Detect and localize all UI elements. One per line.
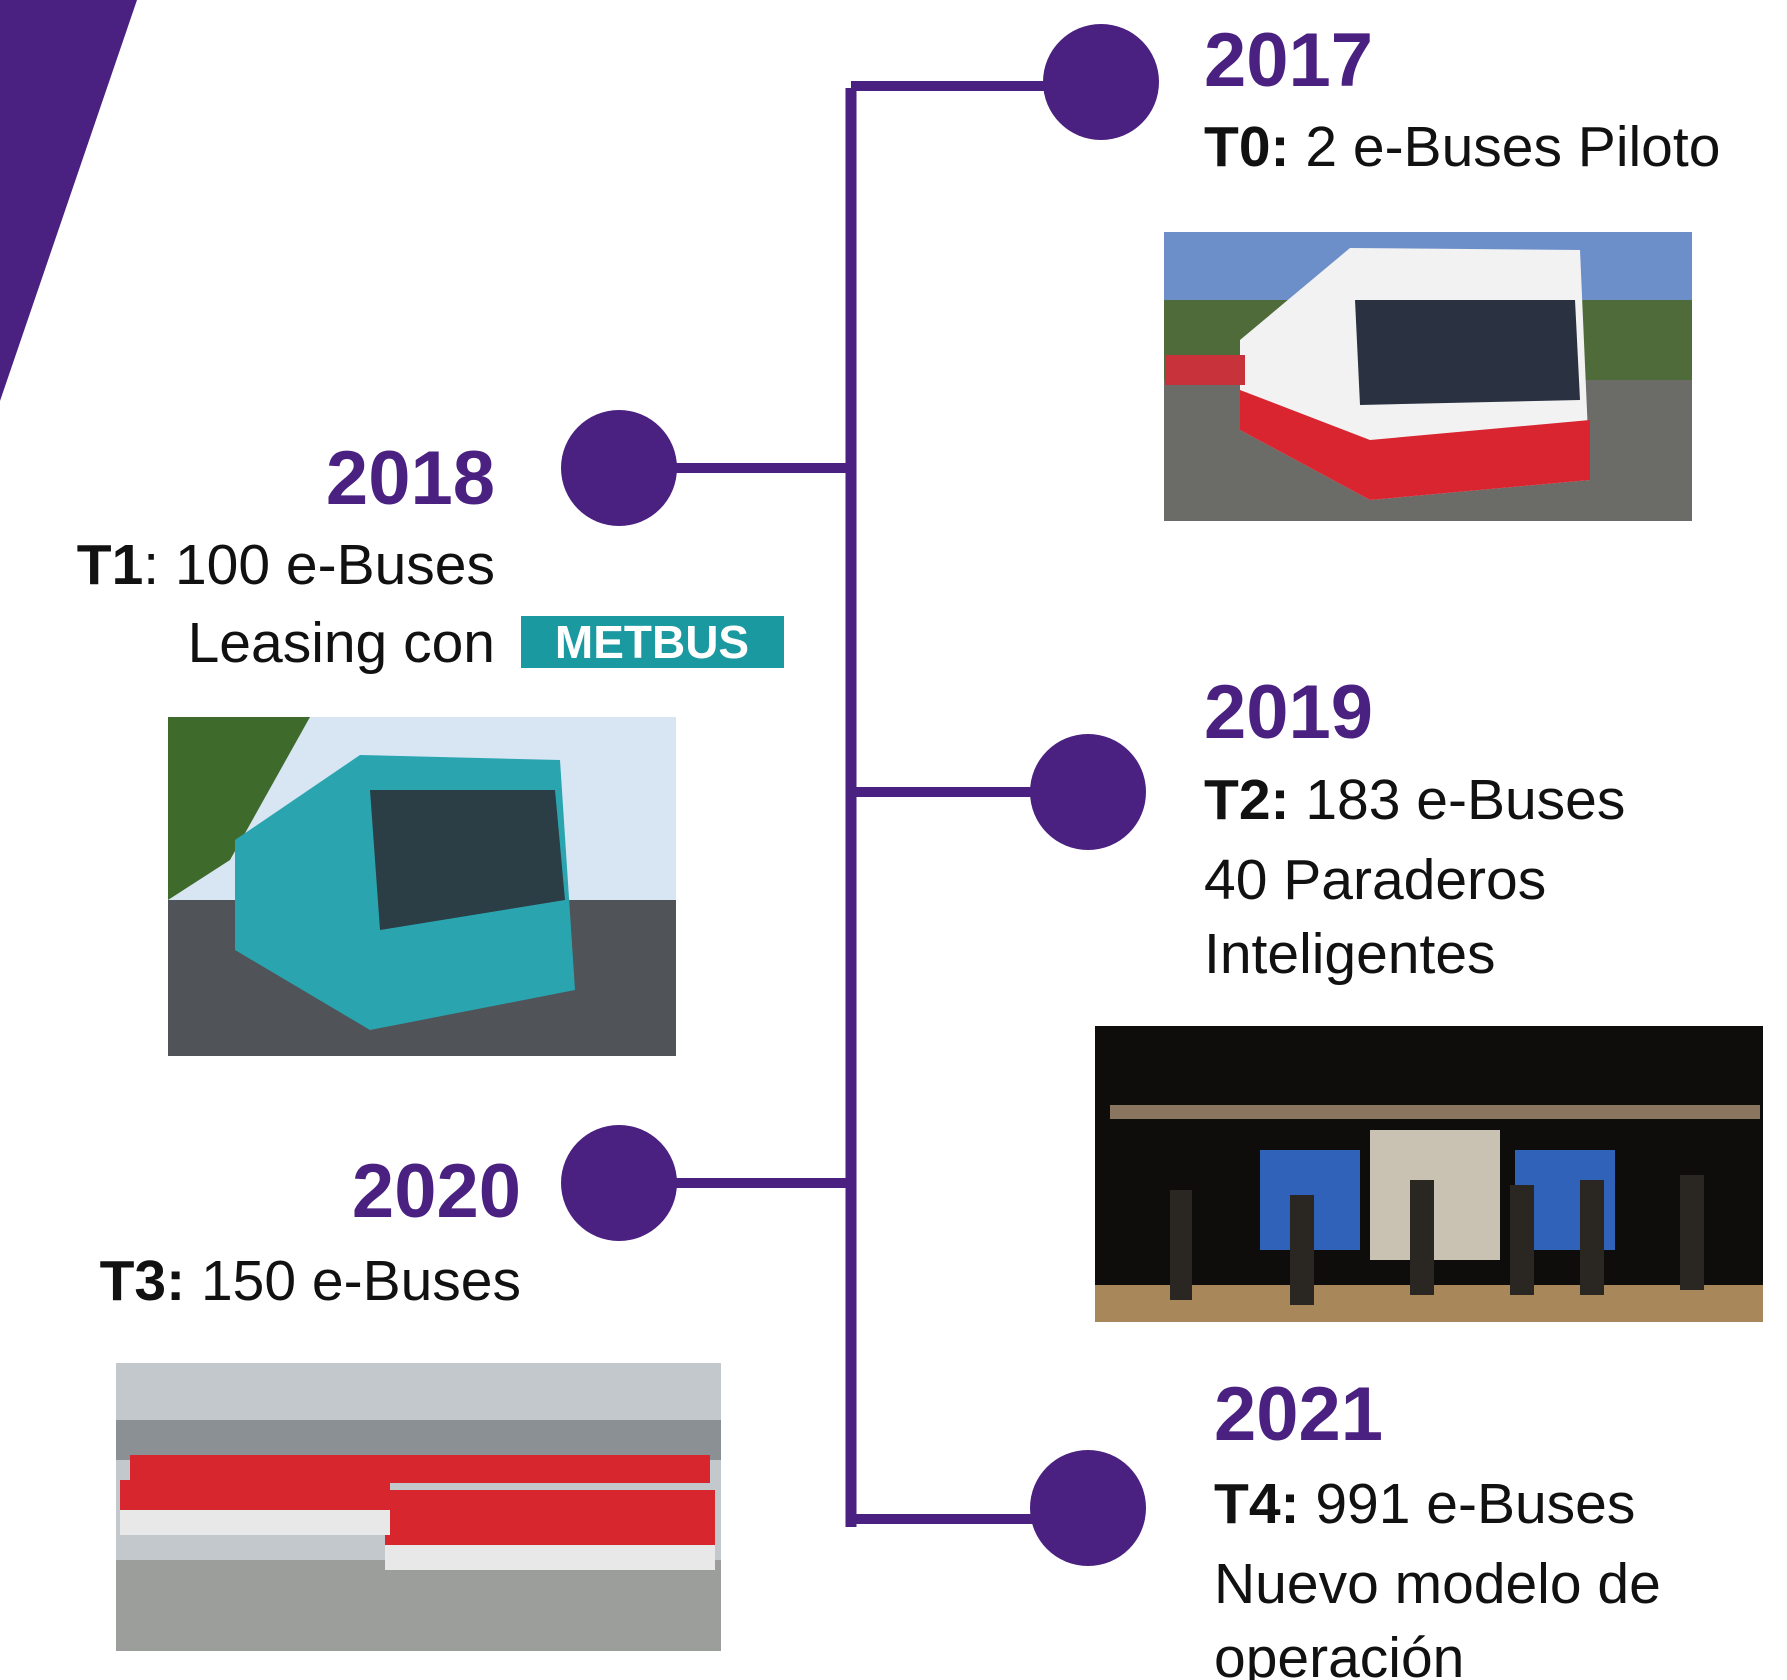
- milestone-dot: [1030, 1450, 1146, 1566]
- description-text: 991 e-Buses: [1300, 1472, 1636, 1536]
- year: 2018: [326, 436, 495, 521]
- milestone-dot: [1030, 734, 1146, 850]
- description-line: T4: 991 e-Buses: [1214, 1472, 1635, 1536]
- logo-background: [521, 616, 784, 668]
- description-line: T2: 183 e-Buses: [1204, 768, 1625, 832]
- photo-2017: [1164, 232, 1692, 521]
- corner-triangle: [0, 0, 137, 401]
- description-line: Inteligentes: [1204, 922, 1496, 986]
- year: 2021: [1214, 1372, 1383, 1457]
- metbus-logo: METBUS: [521, 616, 784, 668]
- description-line: 40 Paraderos: [1204, 848, 1546, 912]
- description-text: 2 e-Buses Piloto: [1290, 115, 1721, 179]
- description-text: Leasing con: [188, 611, 495, 675]
- description-line: T3: 150 e-Buses: [100, 1249, 521, 1313]
- description-line: Leasing con: [188, 611, 495, 675]
- phase-code: T4:: [1214, 1472, 1300, 1536]
- description-line: operación: [1214, 1626, 1464, 1680]
- milestone-dot: [1043, 24, 1159, 140]
- description-text: 150 e-Buses: [185, 1249, 521, 1313]
- year: 2017: [1204, 18, 1373, 103]
- description-line: T0: 2 e-Buses Piloto: [1204, 115, 1720, 179]
- description-line: T1: 100 e-Buses: [77, 533, 495, 597]
- milestone-dot: [561, 410, 677, 526]
- description-text: 183 e-Buses: [1290, 768, 1626, 832]
- year: 2020: [352, 1149, 521, 1234]
- description-text: Nuevo modelo de: [1214, 1552, 1661, 1616]
- photo-2018: [168, 717, 676, 1056]
- description-line: Nuevo modelo de: [1214, 1552, 1661, 1616]
- description-text: : 100 e-Buses: [143, 533, 495, 597]
- year: 2019: [1204, 670, 1373, 755]
- phase-code: T0:: [1204, 115, 1290, 179]
- photo-2020: [116, 1363, 721, 1651]
- phase-code: T1: [77, 533, 144, 597]
- phase-code: T3:: [100, 1249, 186, 1313]
- photo-2019: [1095, 1026, 1763, 1322]
- description-text: 40 Paraderos: [1204, 848, 1546, 912]
- phase-code: T2:: [1204, 768, 1290, 832]
- description-text: operación: [1214, 1626, 1464, 1680]
- description-text: Inteligentes: [1204, 922, 1496, 986]
- logo-text: METBUS: [555, 616, 749, 668]
- milestone-dot: [561, 1125, 677, 1241]
